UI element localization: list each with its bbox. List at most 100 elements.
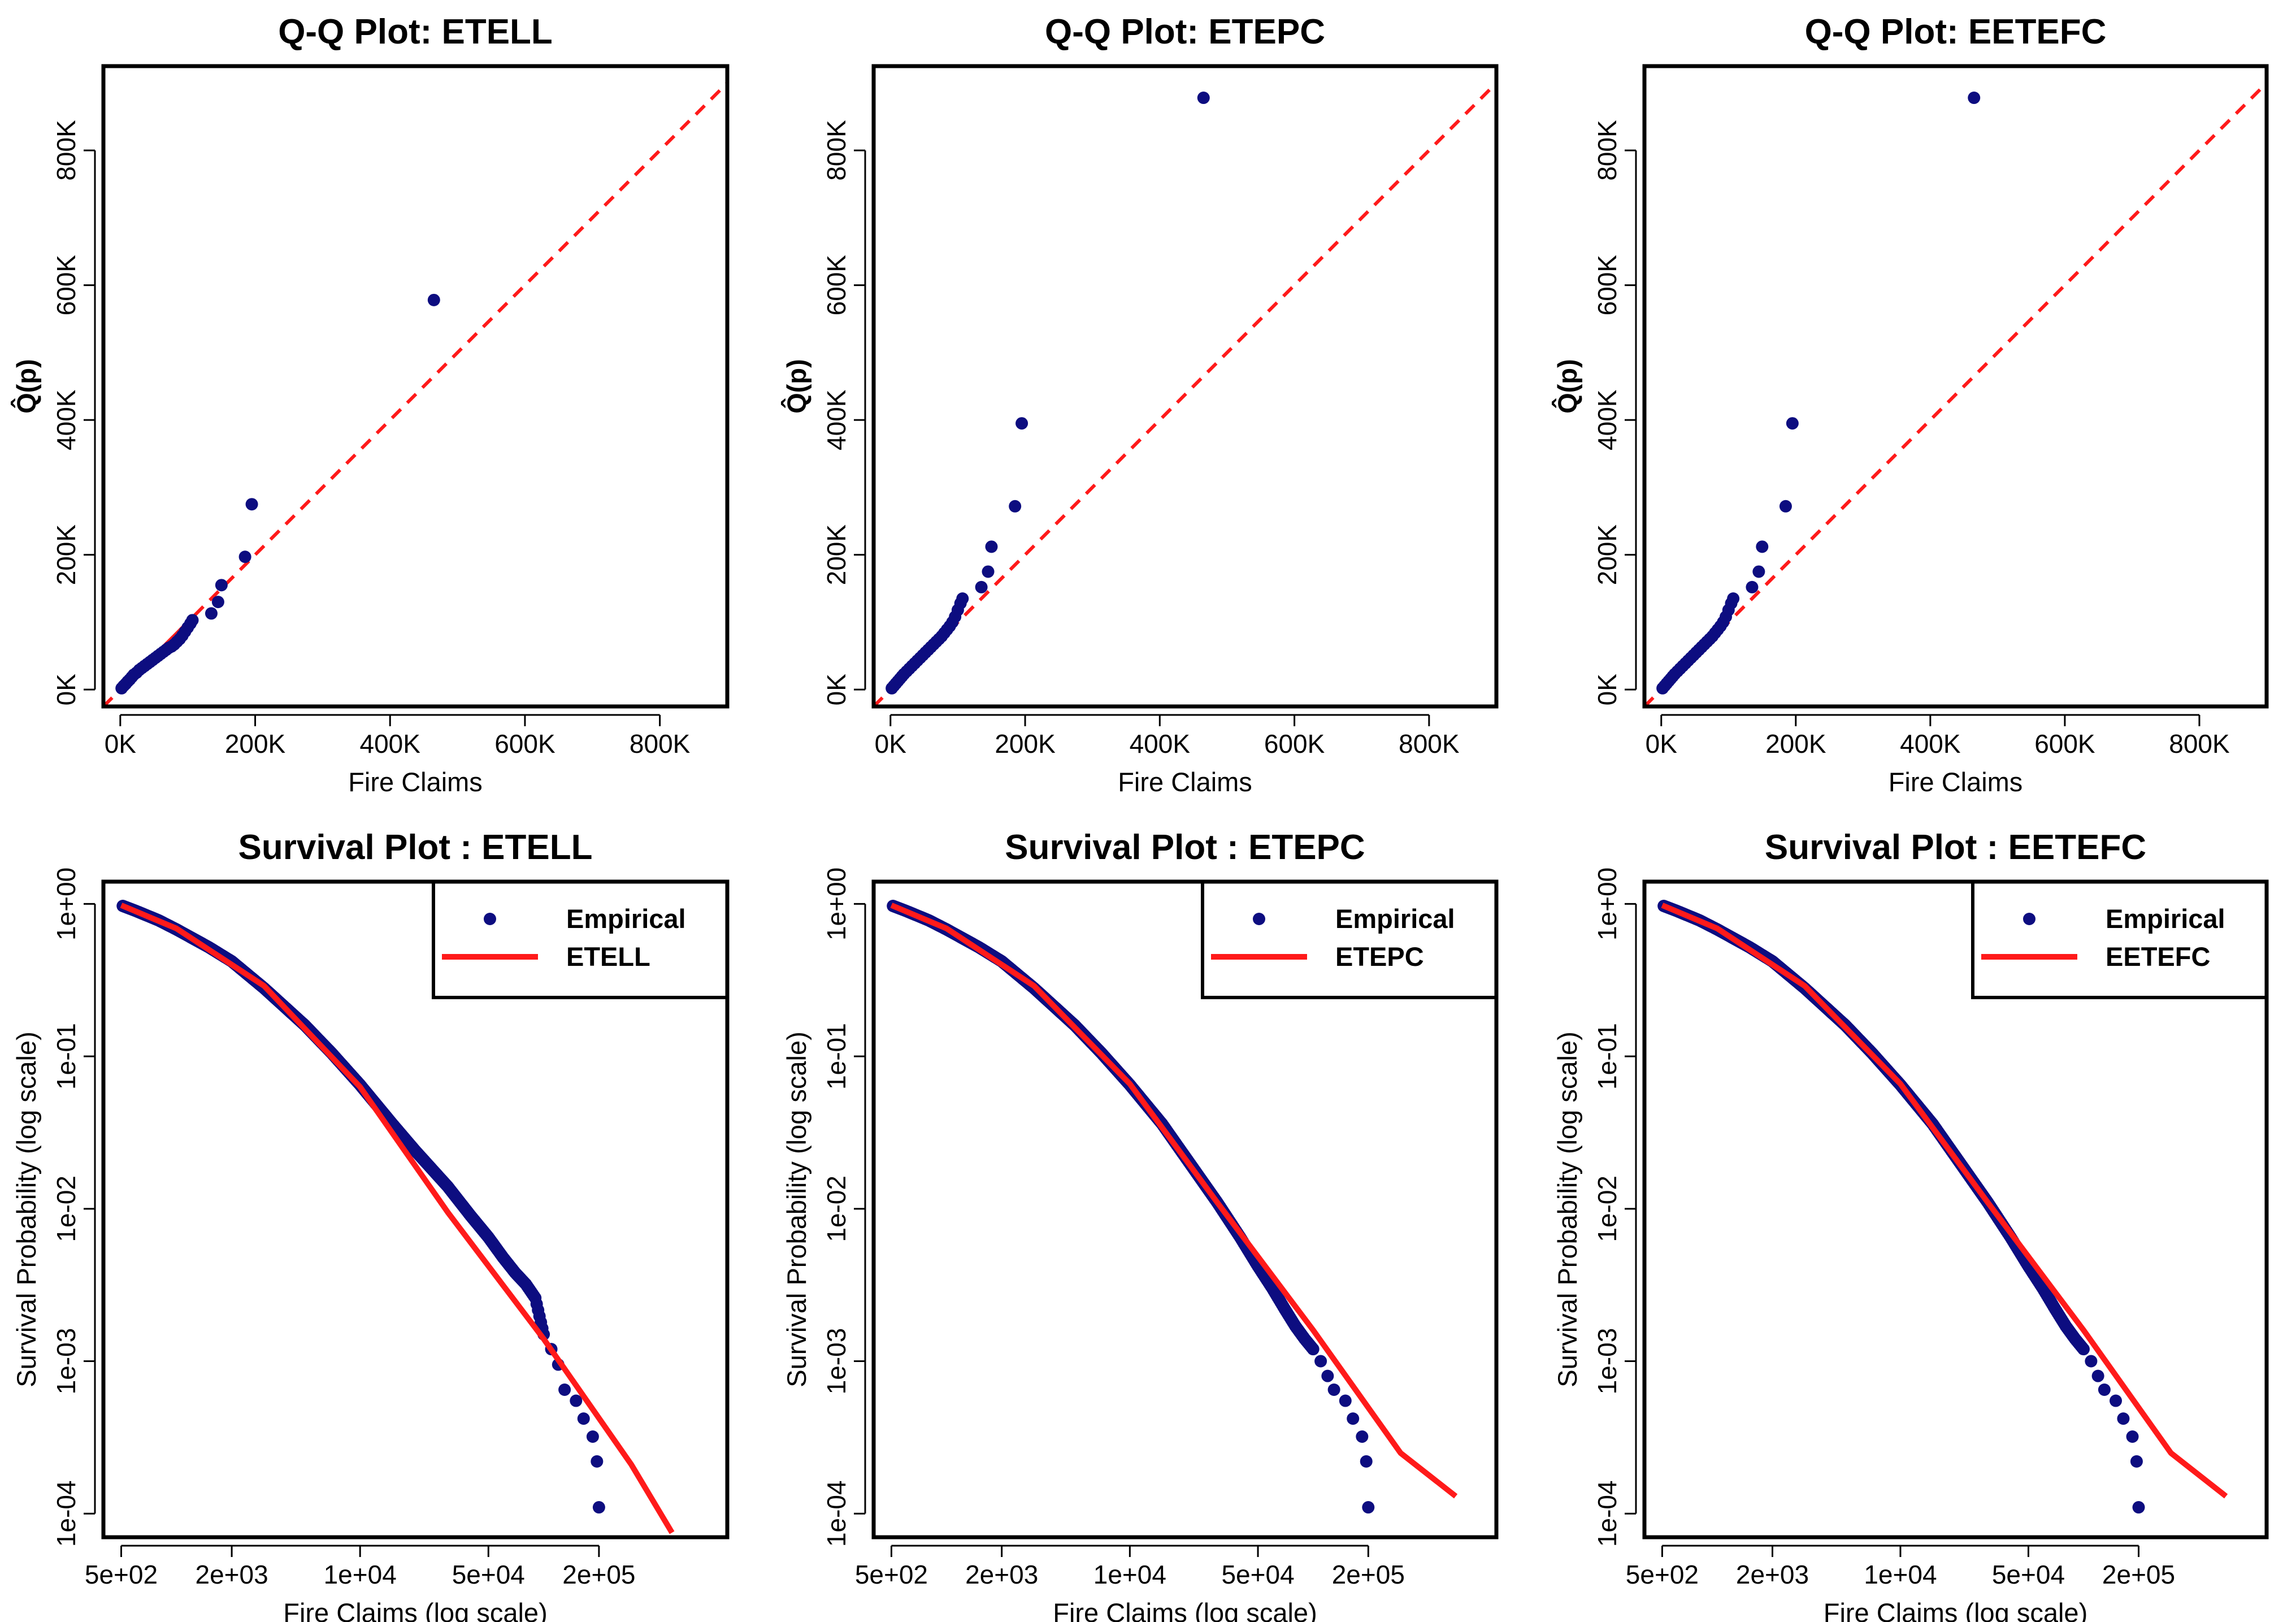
x-tick-label: 2e+05 (2102, 1560, 2175, 1589)
legend: Empirical EETEFC (1971, 880, 2268, 999)
x-axis-label: Fire Claims (348, 767, 483, 797)
y-tick-label: 1e-02 (51, 1176, 81, 1242)
data-point (586, 1430, 599, 1443)
data-point (1752, 565, 1765, 578)
x-tick-label: 5e+02 (85, 1560, 158, 1589)
y-tick-label: 1e+00 (1592, 868, 1622, 940)
y-tick-label: 200K (1592, 524, 1622, 586)
data-point (2077, 1343, 2090, 1356)
data-point (592, 1501, 605, 1514)
y-tick-label: 1e+00 (51, 868, 81, 940)
legend-point-marker (2023, 913, 2035, 925)
y-tick-label: 600K (822, 255, 851, 316)
legend-label-model: ETELL (566, 942, 650, 972)
data-point (2132, 1501, 2145, 1514)
x-tick-label: 2e+05 (1332, 1560, 1405, 1589)
legend-point-marker (1253, 913, 1265, 925)
data-point (1362, 1501, 1375, 1514)
legend-label-empirical: Empirical (566, 904, 686, 934)
data-point (1327, 1383, 1340, 1396)
y-tick-label: 1e+00 (822, 868, 851, 940)
data-point (1015, 417, 1028, 430)
y-tick-label: 1e-02 (822, 1176, 851, 1242)
x-tick-label: 600K (1264, 729, 1325, 758)
data-point (1321, 1369, 1334, 1382)
data-point (975, 580, 988, 593)
legend-label-model: EETEFC (2106, 942, 2210, 972)
x-axis-label: Fire Claims (log scale) (1824, 1598, 2087, 1622)
x-axis-label: Fire Claims (log scale) (283, 1598, 547, 1622)
panel-title: Q-Q Plot: EETEFC (1805, 12, 2107, 51)
y-axis-label: Q̂(p) (11, 359, 41, 414)
legend-box (1201, 880, 1498, 999)
panel-1: Q-Q Plot: ETELL 0K 200K 400K 600K 800K 0K 200K 4… (11, 12, 730, 797)
plot-frame (101, 879, 730, 1539)
legend-label-empirical: Empirical (1335, 904, 1455, 934)
x-tick-label: 5e+02 (855, 1560, 928, 1589)
data-point (558, 1383, 571, 1396)
y-tick-label: 1e-03 (51, 1328, 81, 1395)
fitted-curve (120, 903, 675, 1534)
legend-box (432, 880, 729, 999)
data-point (186, 614, 199, 627)
y-tick-label: 200K (822, 524, 851, 586)
x-tick-label: 1e+04 (324, 1560, 397, 1589)
data-point (1307, 1343, 1320, 1356)
x-tick-label: 800K (2169, 729, 2230, 758)
x-tick-label: 5e+04 (1221, 1560, 1294, 1589)
y-axis-label: Survival Probability (log scale) (11, 1031, 41, 1387)
data-point (205, 607, 218, 620)
reference-line (874, 81, 1496, 706)
x-axis-label: Fire Claims (1118, 767, 1252, 797)
y-tick-label: 400K (1592, 389, 1622, 450)
y-tick-label: 0K (822, 674, 851, 706)
x-tick-label: 400K (1130, 729, 1191, 758)
legend-box (1971, 880, 2268, 999)
y-tick-label: 800K (1592, 120, 1622, 181)
x-tick-label: 200K (1765, 729, 1826, 758)
data-point (985, 540, 998, 553)
y-tick-label: 1e-03 (822, 1328, 851, 1395)
data-point (1197, 92, 1210, 105)
data-point (1727, 592, 1740, 605)
legend: Empirical ETELL (432, 880, 729, 999)
data-point (2130, 1455, 2143, 1468)
data-point (570, 1394, 583, 1407)
data-point (1356, 1430, 1369, 1443)
data-point (1779, 500, 1792, 513)
y-tick-label: 400K (51, 389, 81, 450)
reference-line (1644, 81, 2267, 706)
data-point (2098, 1383, 2111, 1396)
y-tick-label: 800K (822, 120, 851, 181)
x-tick-label: 2e+03 (195, 1560, 268, 1589)
data-point (1347, 1412, 1360, 1425)
data-point (2110, 1394, 2123, 1407)
y-tick-label: 800K (51, 120, 81, 181)
y-tick-label: 400K (822, 389, 851, 450)
data-point (591, 1455, 604, 1468)
x-tick-label: 800K (630, 729, 691, 758)
data-point (427, 293, 440, 306)
x-tick-label: 400K (360, 729, 421, 758)
fitted-curve (1661, 903, 2228, 1499)
data-point (982, 565, 995, 578)
x-tick-label: 200K (225, 729, 286, 758)
panel-title: Survival Plot : ETELL (238, 828, 593, 867)
x-tick-label: 2e+05 (562, 1560, 635, 1589)
data-point (1360, 1455, 1373, 1468)
plot-frame (1642, 879, 2269, 1539)
data-layer (1657, 899, 2228, 1514)
x-tick-label: 2e+03 (1736, 1560, 1809, 1589)
legend: Empirical ETEPC (1201, 880, 1498, 999)
y-axis-label: Q̂(p) (1552, 359, 1582, 414)
panel-2: Q-Q Plot: ETEPC 0K 200K 400K 600K 800K 0K 200K 4… (782, 12, 1499, 797)
data-point (1756, 540, 1769, 553)
data-point (211, 596, 224, 609)
data-point (2117, 1412, 2130, 1425)
data-point (1314, 1355, 1327, 1368)
x-tick-label: 5e+02 (1626, 1560, 1699, 1589)
y-tick-label: 1e-01 (822, 1023, 851, 1090)
y-tick-label: 1e-02 (1592, 1176, 1622, 1242)
data-point (2126, 1430, 2139, 1443)
data-point (2091, 1369, 2104, 1382)
